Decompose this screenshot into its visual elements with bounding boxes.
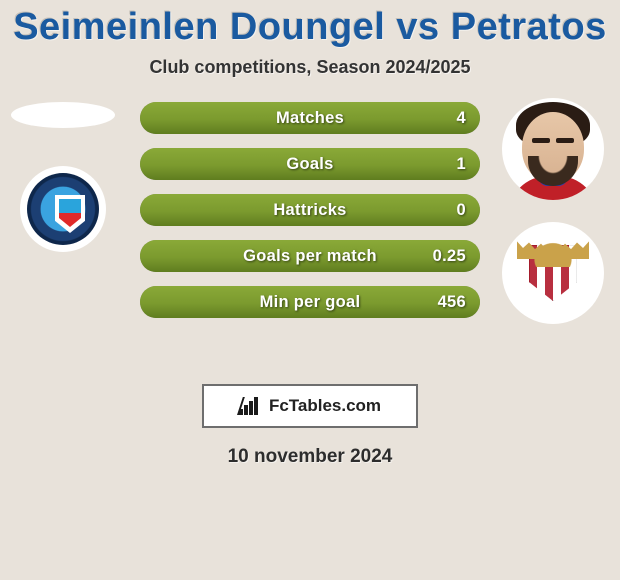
page-title: Seimeinlen Doungel vs Petratos [0,0,620,49]
stat-bar-hattricks: Hattricks 0 [140,194,480,226]
stat-value: 456 [438,286,466,318]
right-avatar [502,98,604,200]
stat-bar-matches: Matches 4 [140,102,480,134]
stat-value: 1 [457,148,466,180]
stat-bar-goals: Goals 1 [140,148,480,180]
left-avatar-placeholder [11,102,115,128]
stat-value: 4 [457,102,466,134]
brand-text: FcTables.com [269,396,381,416]
right-player-col [498,102,608,324]
stat-bars: Matches 4 Goals 1 Hattricks 0 Goals per … [140,102,480,318]
left-club-logo [20,166,106,252]
subtitle: Club competitions, Season 2024/2025 [0,57,620,78]
right-club-logo [502,222,604,324]
chart-icon [239,397,261,415]
stat-value: 0 [457,194,466,226]
stat-bar-gpm: Goals per match 0.25 [140,240,480,272]
stat-bar-mpg: Min per goal 456 [140,286,480,318]
stat-label: Matches [140,102,480,134]
comparison-area: Matches 4 Goals 1 Hattricks 0 Goals per … [0,102,620,362]
left-player-col [8,102,118,252]
footer-date: 10 november 2024 [0,446,620,468]
stat-label: Goals [140,148,480,180]
stat-value: 0.25 [433,240,466,272]
brand-badge: FcTables.com [202,384,418,428]
stat-label: Min per goal [140,286,480,318]
stat-label: Hattricks [140,194,480,226]
stat-label: Goals per match [140,240,480,272]
